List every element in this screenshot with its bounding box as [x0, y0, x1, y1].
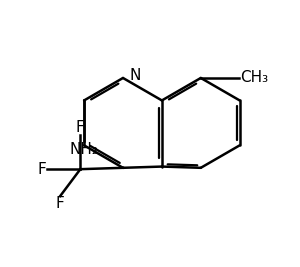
Text: NH₂: NH₂ [70, 142, 99, 157]
Text: CH₃: CH₃ [240, 70, 268, 85]
Text: N: N [130, 68, 141, 83]
Text: F: F [38, 162, 47, 177]
Text: F: F [76, 120, 85, 135]
Text: F: F [56, 196, 64, 211]
